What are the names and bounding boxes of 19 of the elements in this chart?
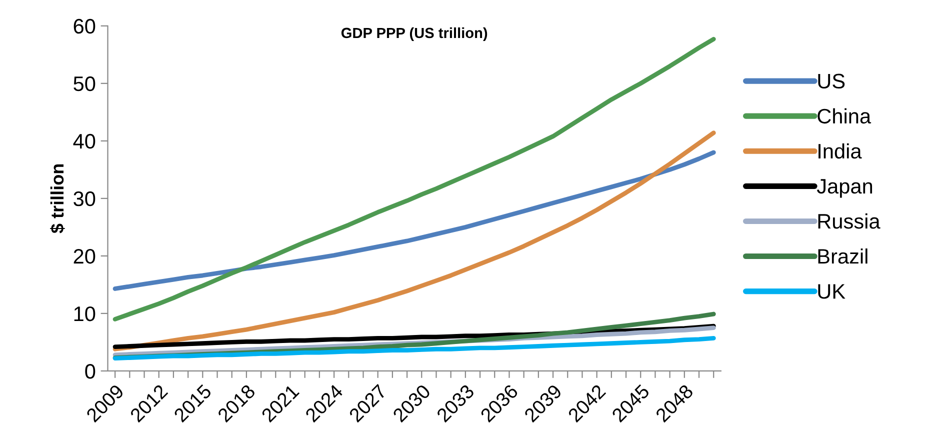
y-axis-title: $ trillion	[50, 164, 65, 234]
y-tick-label: 40	[73, 134, 96, 149]
legend-label: Brazil	[818, 248, 868, 264]
y-tick-label: 0	[85, 364, 96, 379]
y-tick-label: 20	[74, 248, 96, 264]
legend-label: US	[818, 74, 845, 89]
y-tick-label: 60	[74, 18, 96, 34]
line-series	[112, 336, 716, 361]
chart-title: GDP PPP (US trillion)	[341, 27, 488, 42]
legend-label: Russia	[818, 213, 880, 229]
legend-label: India	[818, 143, 862, 159]
legend-label: UK	[818, 284, 846, 299]
legend-label: Japan	[816, 179, 872, 198]
y-tick-label: 30	[74, 191, 96, 206]
legend-label: China	[818, 108, 872, 124]
line-series	[112, 130, 716, 352]
y-tick-label: 10	[74, 306, 96, 322]
line-series	[112, 150, 716, 291]
y-tick-label: 50	[74, 76, 96, 92]
